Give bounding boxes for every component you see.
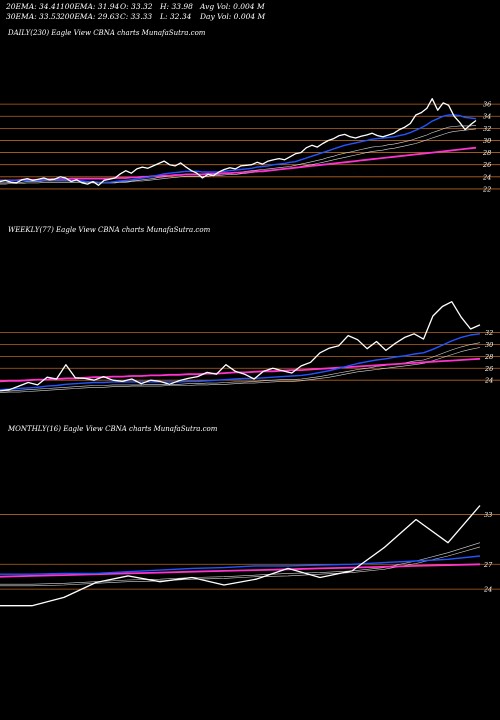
monthly-ema-other-line — [0, 542, 481, 585]
weekly-y-tick-label: 26 — [484, 365, 493, 373]
monthly-chart: 33 27 24 — [0, 505, 500, 607]
monthly-y-tick-label: 27 — [483, 561, 493, 569]
daily-price-line — [0, 98, 477, 186]
daily-y-tick-label: 30 — [483, 137, 491, 145]
weekly-y-tick-label: 32 — [485, 329, 493, 337]
weekly-ema-fast-line — [0, 333, 481, 391]
ema100-readout: 100EMA: 31.94 — [60, 2, 120, 11]
weekly-y-tick-label: 30 — [485, 341, 493, 349]
daily-y-tick-label: 26 — [482, 161, 491, 169]
ema20-readout: 20EMA: 34.41 — [6, 2, 61, 11]
weekly-panel-title: WEEKLY(77) Eagle View CBNA charts Munafa… — [8, 226, 211, 234]
daily-y-tick-label: 24 — [482, 173, 491, 181]
monthly-price-line — [0, 505, 481, 607]
daily-ema-slow-line — [0, 146, 477, 182]
monthly-panel-title: MONTHLY(16) Eagle View CBNA charts Munaf… — [8, 425, 218, 433]
day-volume-readout: Day Vol: 0.004 M — [200, 12, 266, 21]
daily-ema-other-line — [0, 128, 477, 185]
weekly-y-tick-label: 28 — [484, 353, 493, 361]
weekly-ema-other-line — [0, 347, 481, 393]
daily-panel-title: DAILY(230) Eagle View CBNA charts Munafa… — [8, 29, 206, 37]
low-readout: L: 32.34 — [160, 12, 192, 21]
ema200-readout: 200EMA: 29.63 — [60, 12, 120, 21]
close-readout: C: 33.33 — [120, 12, 153, 21]
weekly-chart: 32 30 28 26 24 — [0, 301, 500, 393]
daily-y-tick-label: 32 — [483, 125, 491, 133]
daily-y-tick-label: 22 — [482, 185, 491, 193]
daily-chart: 36 34 32 30 28 26 24 22 — [0, 98, 500, 193]
monthly-y-tick-label: 24 — [483, 586, 492, 594]
monthly-ema-fast-line — [0, 555, 481, 575]
monthly-y-tick-label: 33 — [484, 511, 492, 519]
weekly-y-tick-label: 24 — [484, 377, 493, 385]
daily-y-tick-label: 28 — [482, 149, 491, 157]
ema30-readout: 30EMA: 33.53 — [6, 12, 61, 21]
avg-volume-readout: Avg Vol: 0.004 M — [200, 2, 265, 11]
open-readout: O: 33.32 — [120, 2, 153, 11]
daily-y-tick-label: 36 — [483, 101, 491, 109]
weekly-price-line — [0, 301, 481, 392]
high-readout: H: 33.98 — [160, 2, 193, 11]
daily-y-tick-label: 34 — [483, 113, 491, 121]
monthly-ema-slow-line — [0, 563, 481, 578]
